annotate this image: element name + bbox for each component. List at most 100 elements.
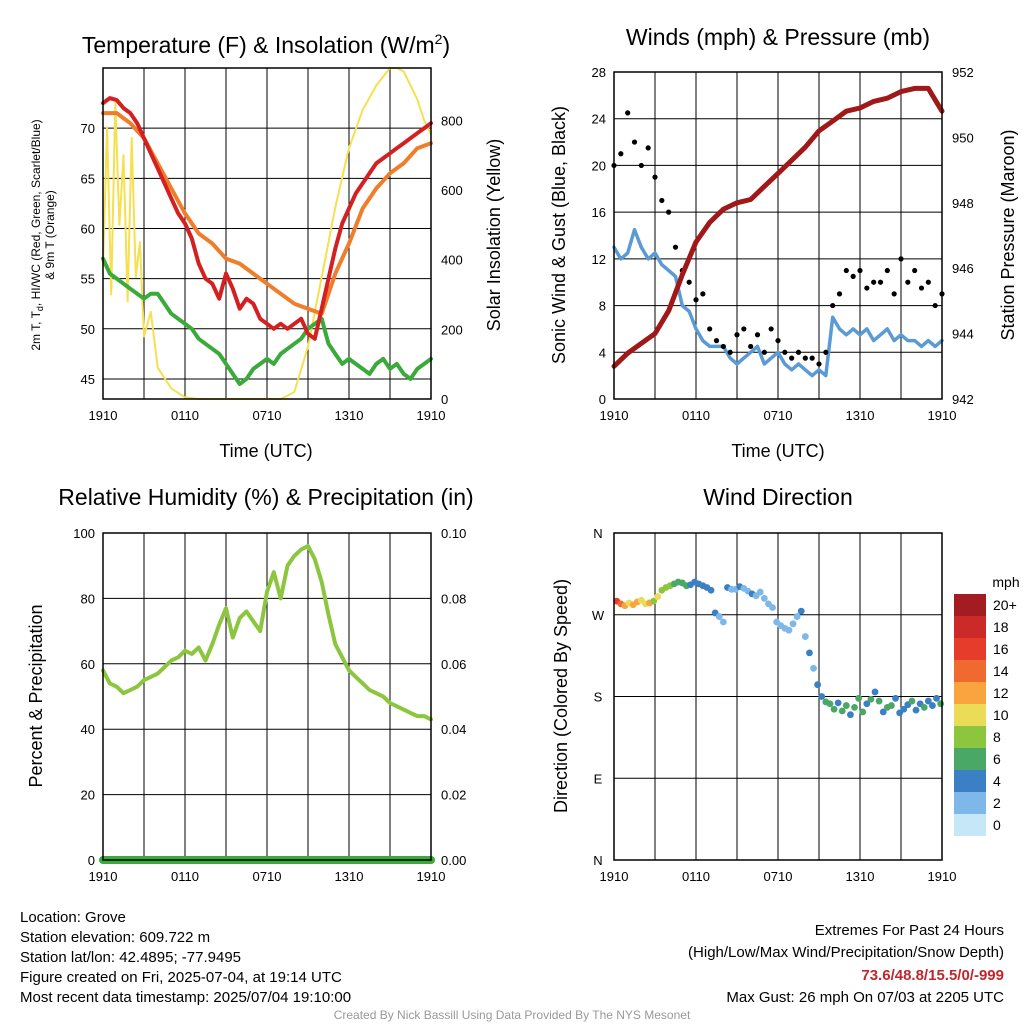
legend-swatch [954, 638, 986, 660]
direction-legend-title: mph [992, 574, 1019, 590]
legend-label: 20+ [993, 597, 1017, 613]
direction-point [842, 702, 850, 709]
winds-y2-tick-label: 946 [952, 261, 974, 276]
gust-point [809, 355, 815, 361]
direction-x-tick-label: 1910 [928, 869, 957, 884]
gust-point [659, 197, 665, 204]
temperature-y-tick-label: 55 [81, 272, 95, 287]
gust-point [713, 338, 720, 344]
direction-point [900, 705, 908, 713]
gust-point [631, 139, 638, 145]
direction-point [785, 626, 793, 634]
gust-point [672, 244, 679, 250]
temp-2m-line [101, 96, 433, 341]
temperature-y-tick-label: 60 [81, 221, 95, 236]
gust-point [836, 291, 843, 297]
temperature-x-tick-label: 1910 [89, 408, 118, 423]
humidity-x-tick-label: 1910 [417, 869, 446, 884]
winds-y-tick-label: 20 [592, 158, 606, 173]
legend-swatch [954, 748, 986, 770]
direction-x-tick-label: 0110 [682, 869, 710, 884]
temp-9m-line [101, 111, 433, 316]
winds-frame [613, 71, 943, 400]
direction-point [826, 700, 834, 708]
direction-point [924, 697, 932, 705]
gust-point [700, 291, 706, 297]
gust-point [864, 285, 870, 291]
direction-point [834, 699, 842, 707]
footer-elevation: Station elevation: 609.722 m [20, 929, 210, 946]
temperature-x-tick-label: 0110 [171, 408, 199, 423]
direction-point [908, 697, 916, 705]
humidity-y-tick-label: 40 [81, 722, 95, 737]
direction-point [830, 705, 838, 713]
winds-y2-tick-label: 948 [952, 196, 974, 211]
temperature-ylabel-right: Solar Insolation (Yellow) [484, 139, 504, 331]
direction-point [892, 694, 899, 702]
gust-point [843, 267, 849, 274]
gust-point [816, 361, 822, 367]
gust-point [823, 349, 829, 355]
winds-panel-title: Winds (mph) & Pressure (mb) [626, 24, 930, 50]
direction-ylabel: Direction (Colored By Speed) [551, 579, 571, 813]
legend-label: 8 [993, 729, 1001, 745]
temperature-y-tick-label: 65 [81, 171, 95, 186]
gust-point [652, 174, 658, 180]
extremes-title: Extremes For Past 24 Hours [815, 922, 1004, 939]
humidity-y-tick-label: 80 [81, 591, 95, 606]
gust-point [891, 291, 897, 297]
footer-recent: Most recent data timestamp: 2025/07/04 1… [20, 989, 351, 1006]
humidity-y2-tick-label: 0.08 [441, 591, 466, 606]
temperature-xlabel: Time (UTC) [219, 441, 312, 461]
winds-x-tick-label: 0110 [682, 408, 710, 423]
direction-y-tick-label: S [594, 690, 603, 705]
direction-point [912, 706, 920, 714]
winds-y2-tick-label: 944 [952, 327, 974, 342]
gust-point [720, 343, 726, 350]
direction-point [859, 708, 867, 716]
direction-y-tick-label: E [594, 771, 603, 786]
direction-point [810, 664, 817, 672]
direction-point [838, 707, 846, 715]
legend-swatch [954, 616, 986, 638]
direction-point [818, 693, 826, 700]
winds-y2-tick-label: 950 [952, 130, 974, 145]
humidity-y2-tick-label: 0.06 [441, 657, 466, 672]
gust-point [925, 279, 931, 285]
winds-ylabel-left: Sonic Wind & Gust (Blue, Black) [549, 106, 569, 364]
direction-panel-title: Wind Direction [703, 484, 853, 510]
gust-point [898, 256, 904, 262]
direction-point [814, 681, 822, 689]
temperature-y-tick-label: 70 [81, 121, 95, 136]
temperature-frame [102, 67, 432, 400]
legend-label: 10 [993, 707, 1009, 723]
gust-point [905, 279, 911, 285]
direction-point [851, 704, 858, 711]
legend-label: 4 [993, 773, 1001, 789]
pressure-line [611, 85, 945, 369]
humidity-y2-tick-label: 0.00 [441, 853, 466, 868]
direction-point [715, 613, 723, 620]
winds-y-tick-label: 12 [592, 252, 606, 267]
humidity-x-tick-label: 0710 [253, 869, 282, 884]
winds-y-tick-label: 16 [592, 205, 606, 220]
winds-y2-tick-label: 942 [952, 392, 974, 407]
temperature-y2-tick-label: 800 [441, 113, 463, 128]
direction-x-tick-label: 1310 [846, 869, 875, 884]
temperature-y2-tick-label: 600 [441, 183, 463, 198]
humidity-panel-title: Relative Humidity (%) & Precipitation (i… [58, 484, 473, 510]
humidity-x-tick-label: 1310 [335, 869, 364, 884]
humidity-ylabel: Percent & Precipitation [26, 604, 46, 787]
direction-point [879, 708, 887, 716]
winds-y-tick-label: 8 [599, 299, 606, 314]
gust-point [638, 162, 644, 169]
winds-ylabel-right: Station Pressure (Maroon) [998, 129, 1018, 340]
gust-point [782, 349, 788, 355]
direction-frame [613, 532, 943, 861]
temperature-panel-title: Temperature (F) & Insolation (W/m2) [82, 31, 450, 58]
gust-point [686, 279, 692, 285]
footer-location: Location: Grove [20, 909, 126, 926]
legend-label: 2 [993, 795, 1001, 811]
direction-point [920, 704, 928, 711]
